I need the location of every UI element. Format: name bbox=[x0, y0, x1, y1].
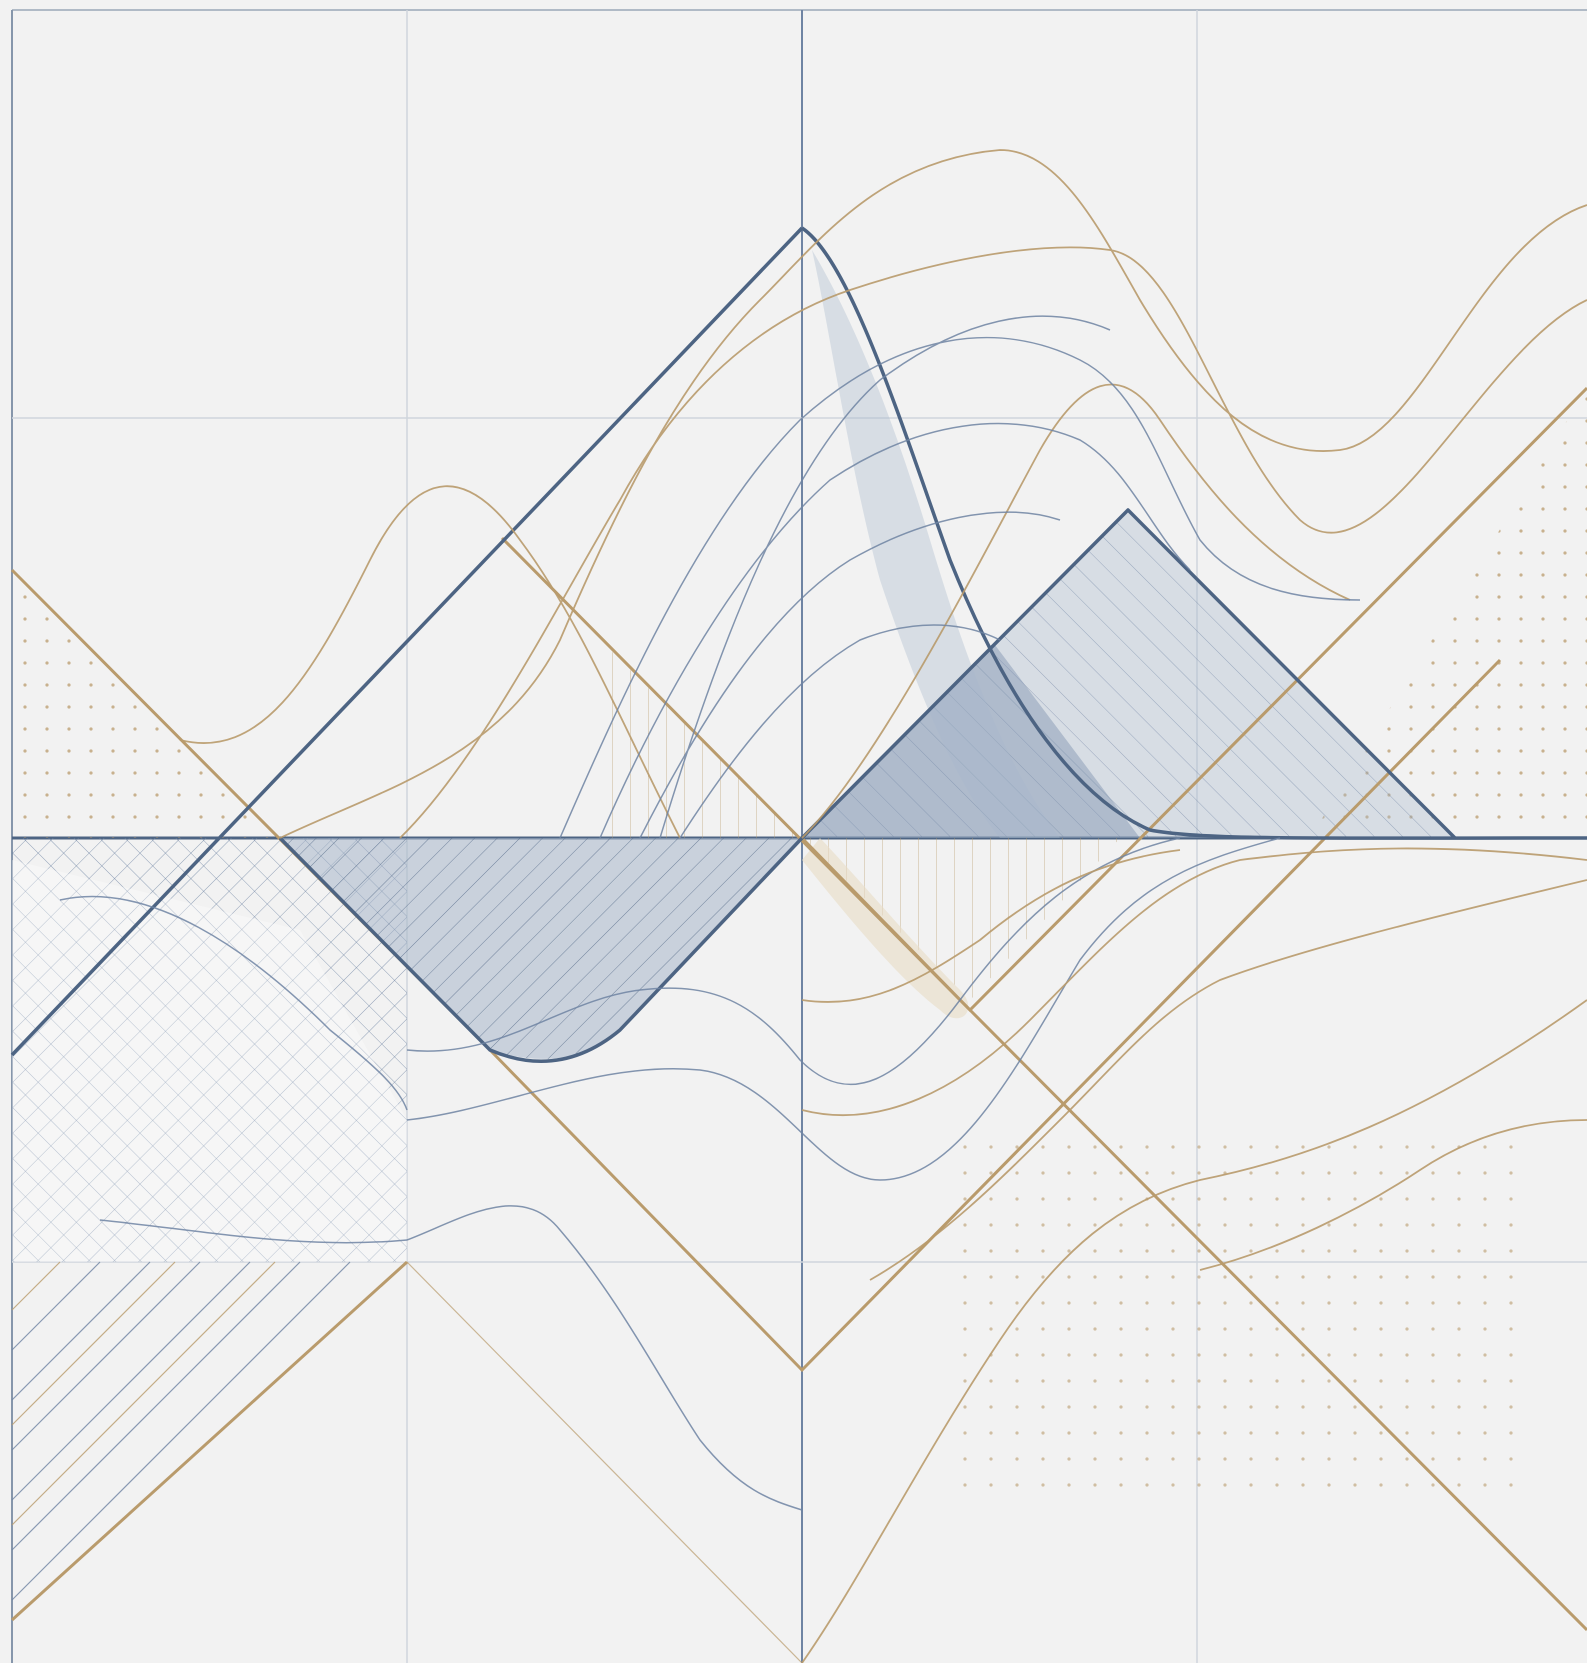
gold-contour-curves bbox=[179, 149, 1587, 839]
vertical-hatch-lower bbox=[802, 838, 1120, 1000]
dot-grid-bottom-right bbox=[960, 1130, 1520, 1490]
large-triangle bbox=[10, 226, 1587, 1057]
navy-contour-lower bbox=[59, 837, 1281, 1511]
diagonal-gold-bundle bbox=[11, 1261, 276, 1526]
gold-thin-lines bbox=[406, 1261, 803, 1663]
cross-hatch-fade bbox=[12, 860, 407, 1262]
inverted-triangle-outline bbox=[278, 836, 804, 1063]
ridge-wash bbox=[812, 250, 1060, 838]
vertical-hatch-upper bbox=[600, 640, 802, 838]
gold-structure-lines bbox=[10, 386, 1587, 1632]
diagonal-line-bundle bbox=[11, 1261, 351, 1601]
small-triangle-hatch bbox=[802, 510, 1455, 838]
inverted-triangle-hatch bbox=[280, 838, 802, 1059]
dot-grid-right bbox=[1310, 388, 1587, 838]
gold-contour-lower bbox=[801, 847, 1587, 1663]
small-triangle-outline bbox=[800, 508, 1457, 840]
small-triangle-dark bbox=[802, 645, 1140, 838]
cross-hatch-panel bbox=[12, 838, 407, 1262]
navy-contour-curves bbox=[559, 315, 1361, 839]
dot-grid-left bbox=[12, 570, 270, 838]
dot-grid-fills bbox=[12, 388, 1587, 1490]
